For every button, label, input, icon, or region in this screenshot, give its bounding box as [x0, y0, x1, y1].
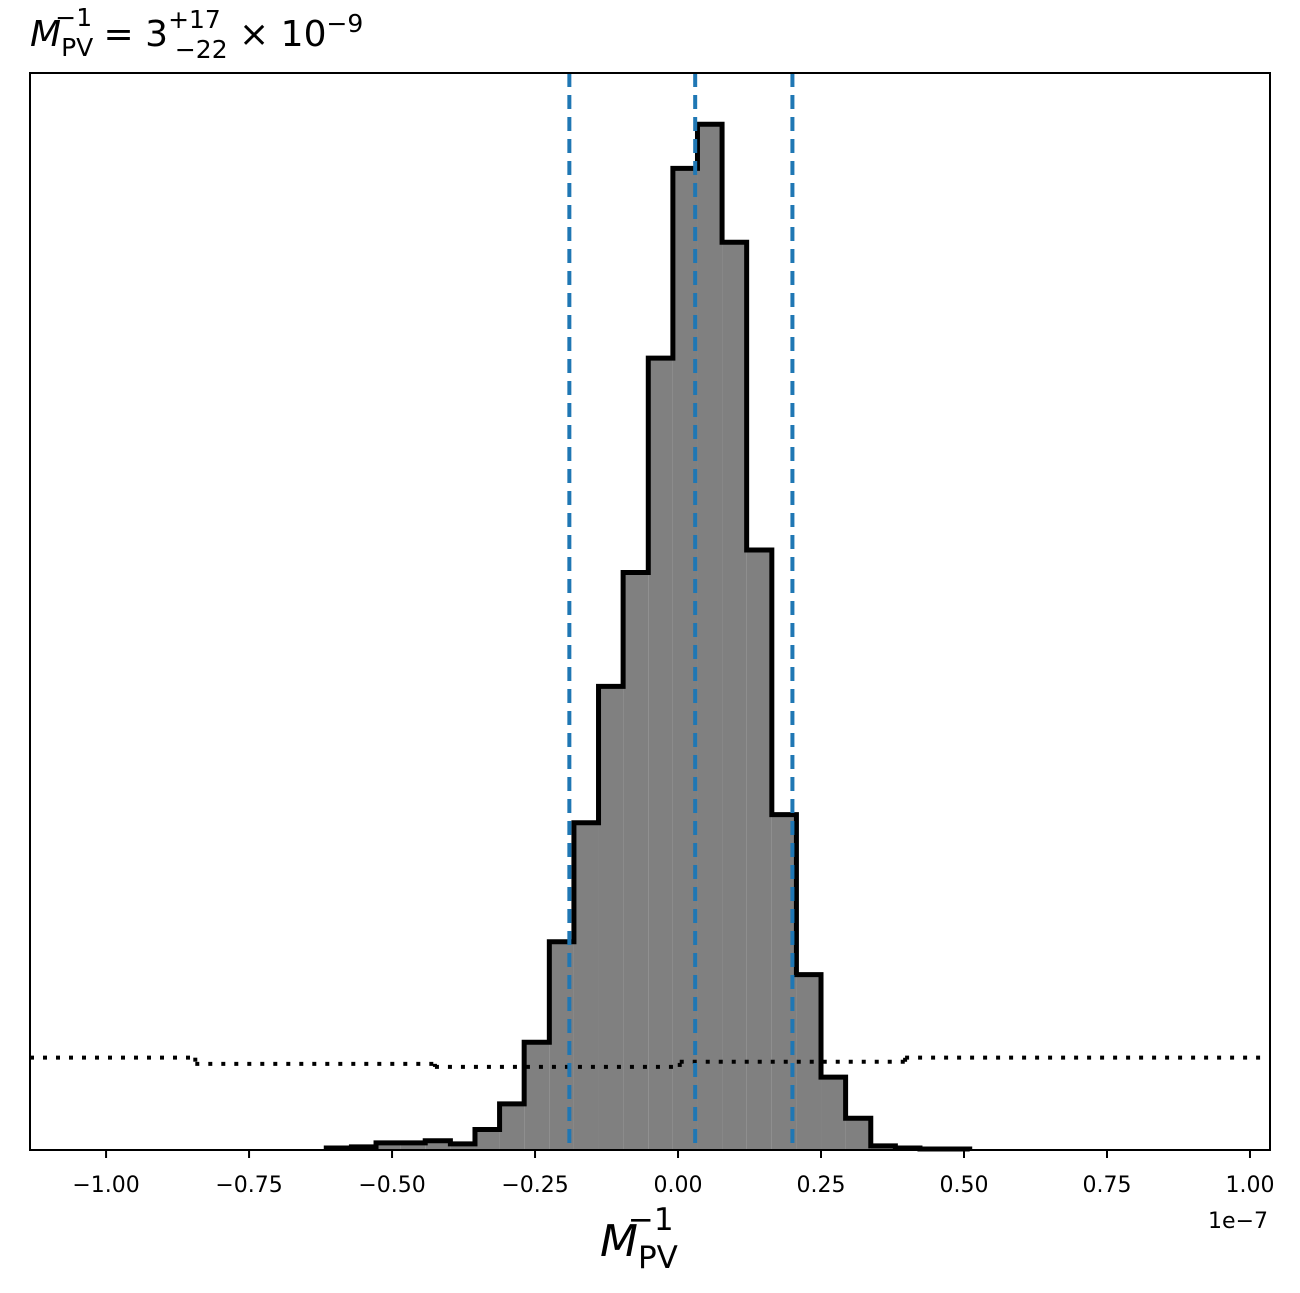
x-tick-label: −0.25 — [501, 1173, 568, 1198]
x-tick-label: 1.00 — [1225, 1173, 1274, 1198]
x-axis-label: MPV−1 — [600, 1202, 678, 1276]
histogram-bar — [474, 1129, 500, 1150]
title-exp: −9 — [326, 9, 363, 38]
title-minus: −22 — [175, 35, 228, 64]
histogram-bar — [648, 358, 673, 1150]
xlabel-sup: −1 — [628, 1202, 674, 1238]
title-eq: = 3 — [92, 14, 168, 55]
title-sub: PV — [61, 33, 93, 62]
x-tick-label: −1.00 — [72, 1173, 139, 1198]
histogram-outline — [323, 121, 973, 1152]
plot-frame — [29, 72, 1271, 1151]
chart-title: MPV−1 = 3+17 −22 × 10−9 — [30, 3, 363, 64]
histogram-bar — [376, 1142, 401, 1150]
title-sup: −1 — [55, 3, 92, 32]
histogram-bar — [425, 1140, 451, 1150]
x-tick-label: 0.00 — [654, 1173, 703, 1198]
title-symbol: M — [30, 14, 61, 55]
x-tick-label: −0.50 — [358, 1173, 425, 1198]
histogram-bar — [524, 1042, 550, 1150]
histogram-bar — [400, 1142, 426, 1150]
x-tick-label: −0.75 — [215, 1173, 282, 1198]
histogram-bar — [450, 1143, 475, 1150]
x-tick-label: 0.75 — [1083, 1173, 1132, 1198]
x-offset-label: 1e−7 — [1208, 1209, 1268, 1234]
histogram-bar — [746, 549, 772, 1150]
histogram-bar — [697, 124, 723, 1150]
title-tail: × 10 — [228, 14, 327, 55]
x-tick-label: 0.50 — [940, 1173, 989, 1198]
title-plus: +17 — [168, 5, 221, 34]
x-tick-label: 0.25 — [797, 1173, 846, 1198]
histogram-bar — [845, 1118, 871, 1150]
histogram-bar — [499, 1103, 525, 1150]
histogram-bar — [722, 242, 747, 1150]
histogram-bar — [598, 686, 624, 1150]
histogram-bar — [821, 1077, 846, 1150]
histogram-bar — [573, 822, 599, 1150]
xlabel-sub: PV — [638, 1240, 678, 1276]
histogram-bar — [623, 572, 649, 1150]
xlabel-symbol: M — [600, 1216, 638, 1267]
